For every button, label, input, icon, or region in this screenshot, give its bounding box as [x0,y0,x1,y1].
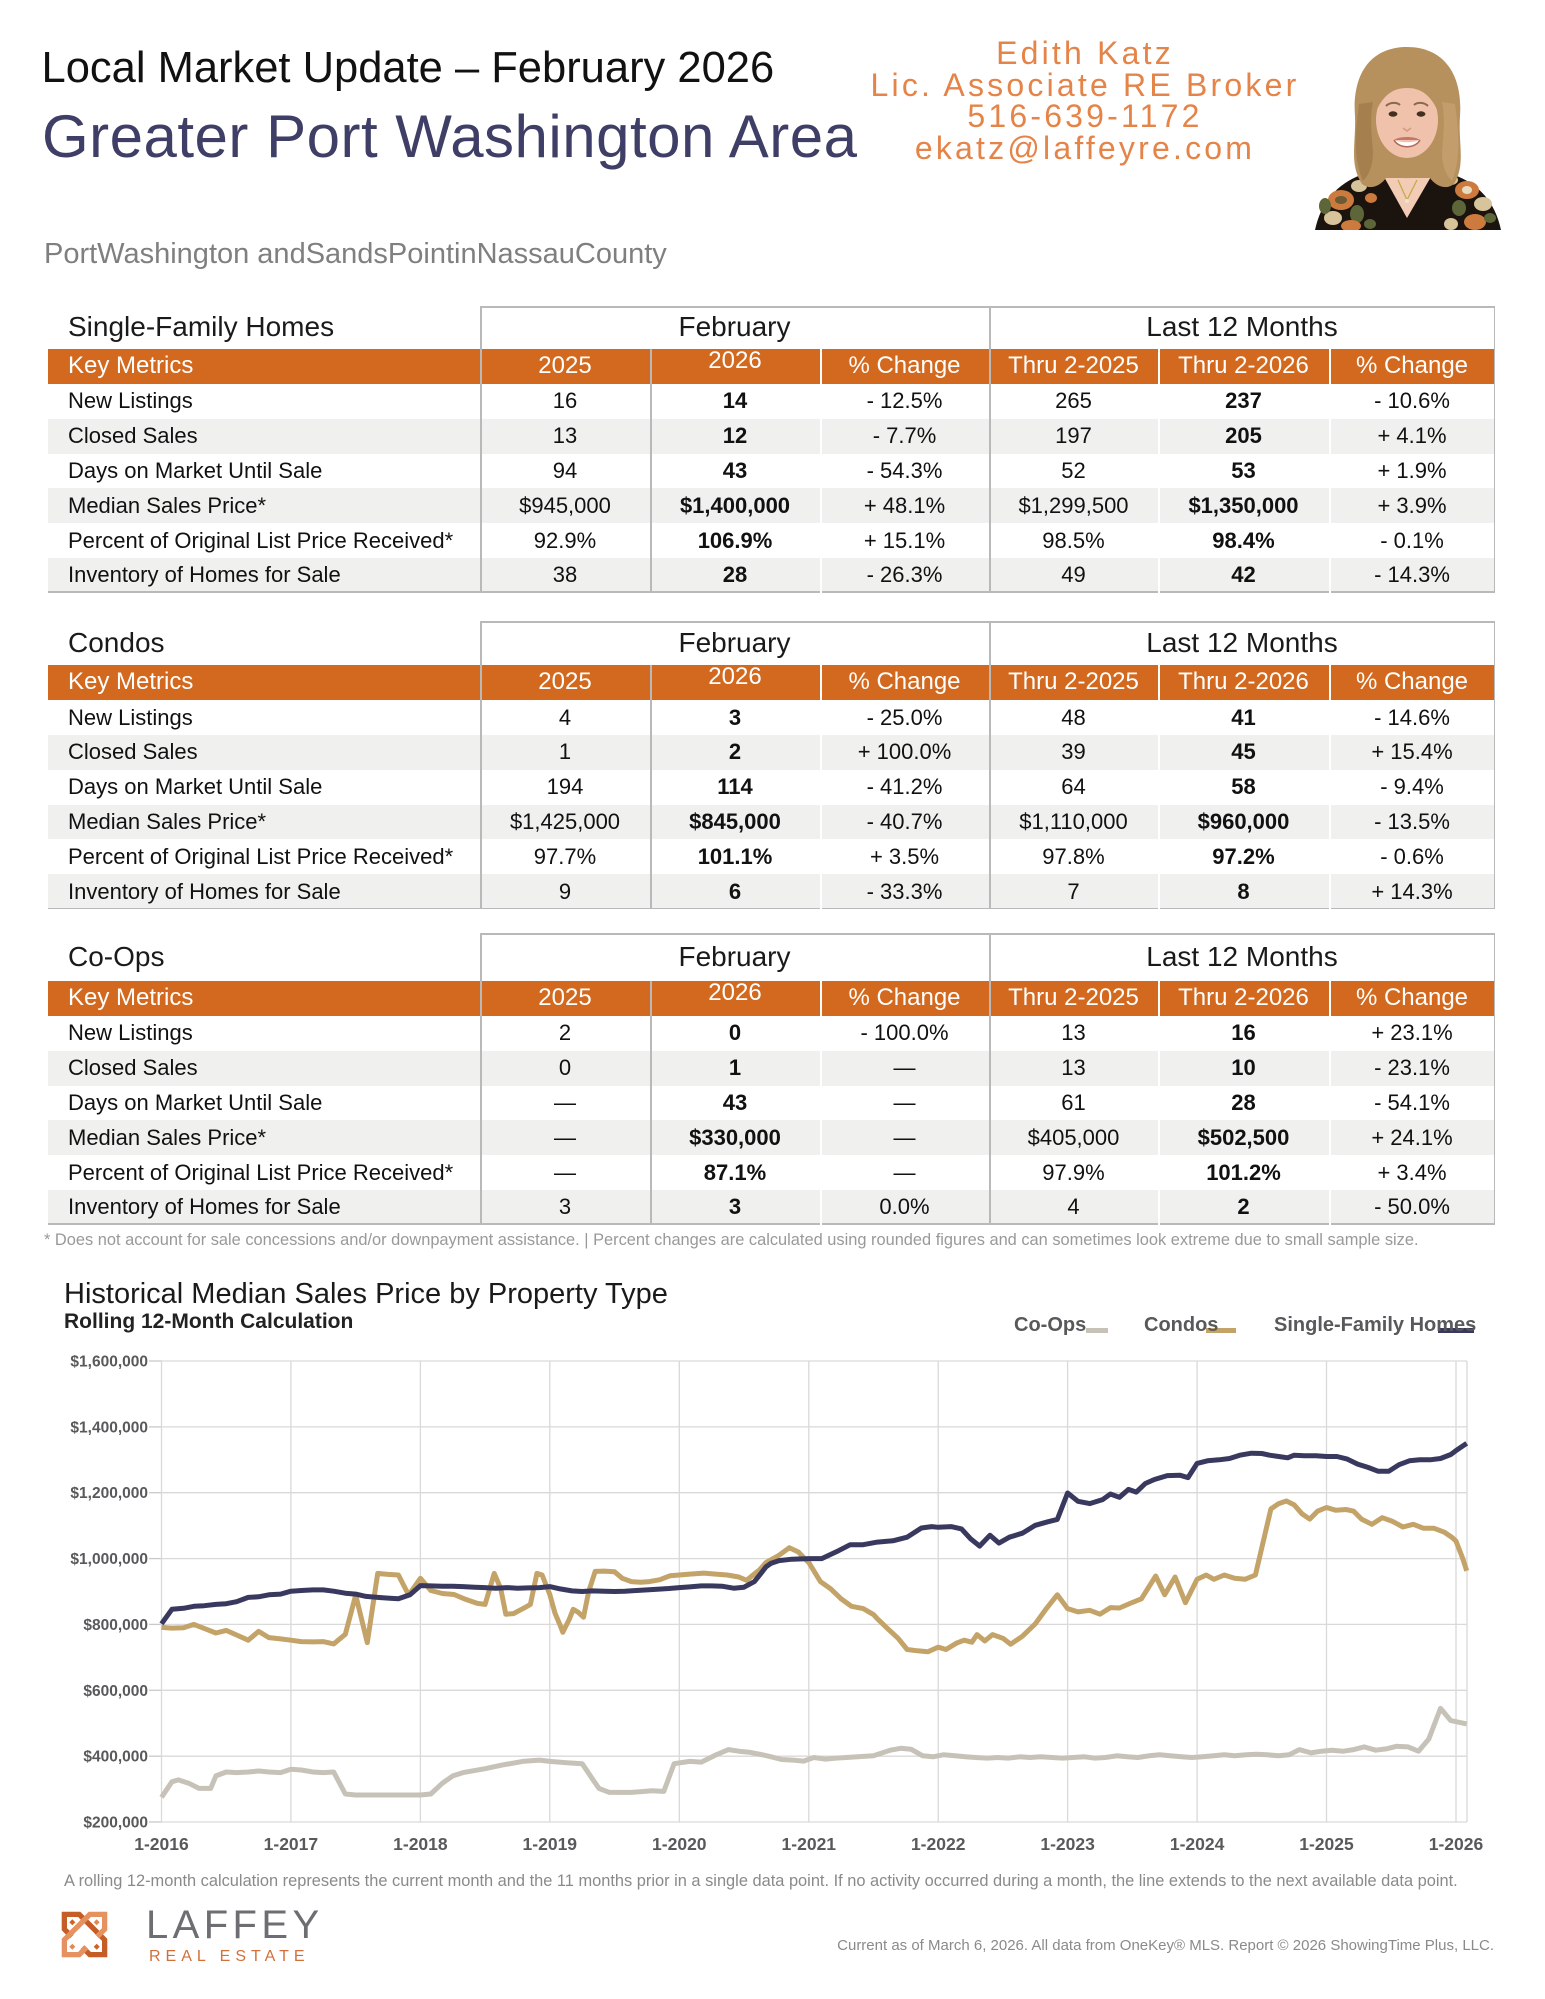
svg-text:$1,600,000: $1,600,000 [70,1354,148,1371]
svg-text:$400,000: $400,000 [83,1749,148,1766]
svg-text:1-2016: 1-2016 [134,1834,189,1854]
svg-text:1-2025: 1-2025 [1299,1834,1354,1854]
svg-text:1-2020: 1-2020 [652,1834,707,1854]
svg-text:1-2026: 1-2026 [1429,1834,1484,1854]
svg-text:$1,400,000: $1,400,000 [70,1419,148,1436]
svg-text:1-2017: 1-2017 [264,1834,319,1854]
svg-text:1-2024: 1-2024 [1170,1834,1225,1854]
svg-text:$200,000: $200,000 [83,1815,148,1832]
svg-text:$1,000,000: $1,000,000 [70,1551,148,1568]
svg-text:1-2021: 1-2021 [782,1834,837,1854]
svg-text:1-2019: 1-2019 [523,1834,578,1854]
svg-text:$600,000: $600,000 [83,1683,148,1700]
svg-text:1-2023: 1-2023 [1040,1834,1095,1854]
svg-text:$1,200,000: $1,200,000 [70,1485,148,1502]
svg-text:1-2018: 1-2018 [393,1834,448,1854]
svg-text:$800,000: $800,000 [83,1617,148,1634]
svg-text:1-2022: 1-2022 [911,1834,966,1854]
